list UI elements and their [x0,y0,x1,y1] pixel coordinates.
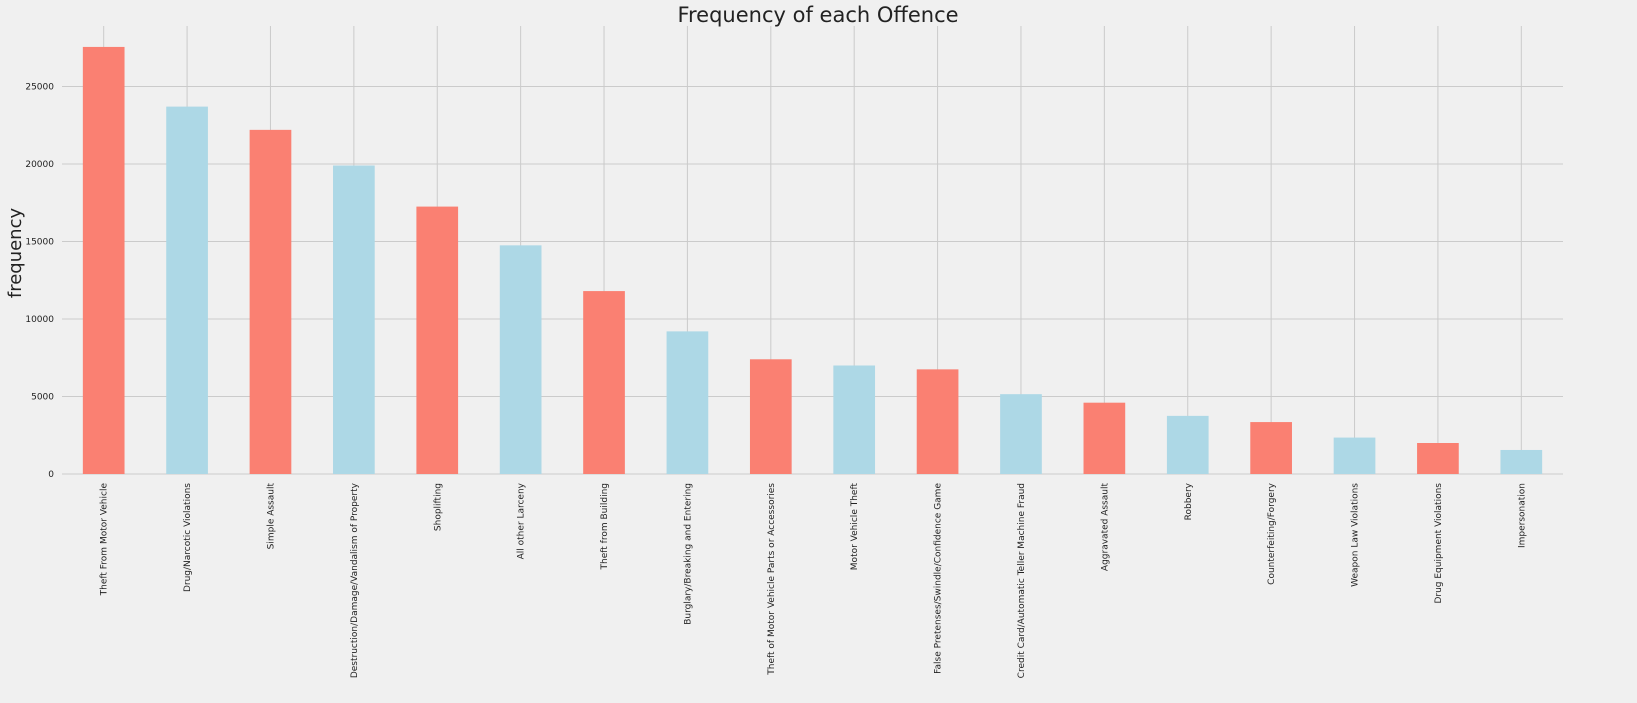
bar [1333,437,1376,474]
x-tick-label: Robbery [1184,482,1194,520]
x-tick-label: Theft of Motor Vehicle Parts or Accessor… [767,483,777,676]
bar [833,365,876,474]
x-tick-label: Drug/Narcotic Violations [183,483,193,592]
x-tick-label: Shoplifting [433,483,443,531]
x-tick-label: Impersonation [1517,483,1527,548]
x-tick-label: Theft from Building [600,483,610,570]
y-tick-labels: 0 5000 10000 15000 20000 25000 [25,82,54,480]
bar [749,359,792,474]
bar [1083,402,1126,474]
bar [166,106,208,474]
bar [249,129,292,475]
bar [499,245,542,474]
y-tick-label: 5000 [31,392,54,402]
bar [916,369,959,474]
bars-layer [82,46,1543,475]
y-tick-label: 25000 [25,82,54,92]
bar [1250,422,1292,474]
x-tick-label: Destruction/Damage/Vandalism of Property [350,482,360,678]
y-tick-label: 10000 [25,315,54,325]
bar [1500,449,1543,474]
x-tick-label: Drug Equipment Violations [1434,483,1444,604]
bar [1000,394,1042,474]
x-tick-label: Simple Assault [266,483,276,550]
bar [583,291,625,474]
bar [1417,442,1459,474]
x-tick-label: All other Larceny [517,482,527,559]
x-tick-label: Counterfeiting/Forgery [1267,482,1277,585]
bar [82,46,125,474]
chart-title: Frequency of each Offence [677,3,958,27]
x-tick-label: Aggravated Assault [1100,483,1110,572]
x-tick-label: Credit Card/Automatic Teller Machine Fra… [1017,483,1027,678]
x-tick-label: Burglary/Breaking and Entering [683,483,693,625]
y-tick-label: 0 [48,470,54,480]
x-tick-label: Theft From Motor Vehicle [100,483,110,597]
bar [333,165,375,474]
x-tick-labels: Theft From Motor Vehicle Drug/Narcotic Vi… [100,482,1528,678]
y-tick-label: 15000 [25,237,54,247]
x-tick-label: Weapon Law Violations [1351,483,1361,587]
y-tick-label: 20000 [25,160,54,170]
x-tick-label: False Pretenses/Swindle/Confidence Game [934,483,944,674]
x-tick-label: Motor Vehicle Theft [850,483,860,571]
bar [416,206,459,474]
bar [666,331,709,474]
bar [1166,415,1209,474]
y-axis-label: frequency [5,208,26,299]
